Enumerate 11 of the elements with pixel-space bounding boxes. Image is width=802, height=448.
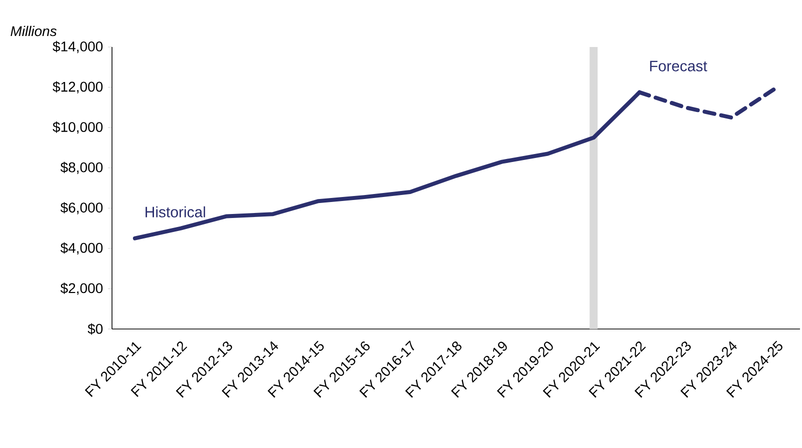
- y-tick-label: $2,000: [60, 282, 103, 295]
- y-tick-label: $8,000: [60, 162, 103, 174]
- y-tick-label: $4,000: [60, 242, 103, 255]
- series-label: Forecast: [650, 60, 708, 72]
- y-tick-label: $6,000: [60, 202, 103, 214]
- series-label: Historical: [146, 206, 206, 218]
- y-axis-title: Millions: [10, 26, 57, 36]
- y-tick-label: $0: [88, 323, 103, 335]
- y-tick-label: $14,000: [52, 40, 103, 54]
- y-tick-label: $10,000: [52, 121, 103, 134]
- y-tick-label: $12,000: [52, 81, 103, 94]
